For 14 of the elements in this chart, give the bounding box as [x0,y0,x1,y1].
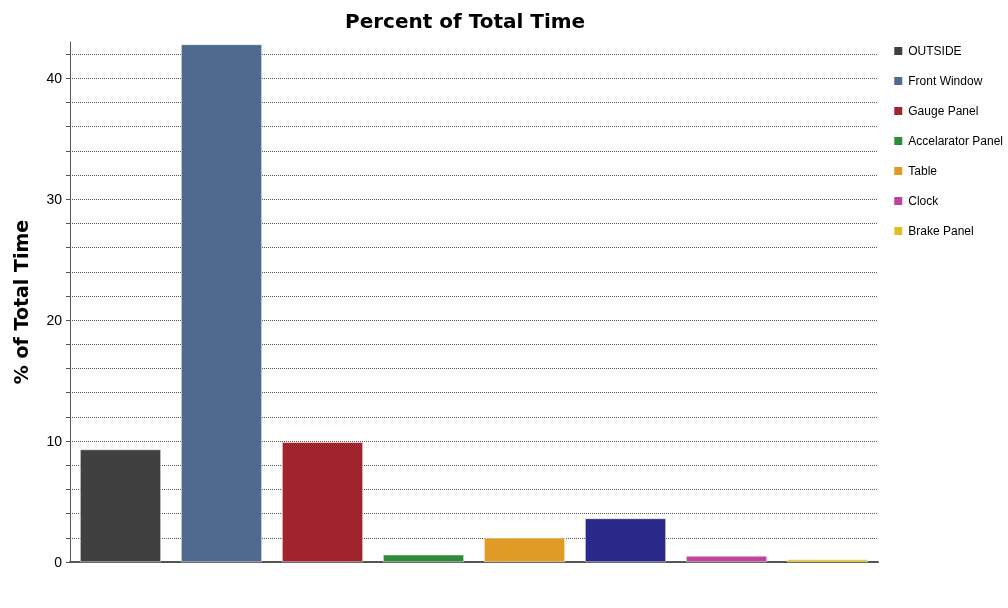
legend-label: Clock [908,194,940,208]
y-tick-label: 20 [46,312,63,329]
legend-label: Gauge Panel [908,104,979,118]
legend-label: Accelarator Panel [908,134,1003,148]
y-tick-label: 0 [54,554,63,570]
legend-label: Brake Panel [908,224,974,238]
legend-label: OUTSIDE [908,44,962,58]
legend-label: Front Window [908,74,983,88]
y-tick-label: 30 [46,191,63,208]
y-tick-label: 40 [46,70,63,87]
chart-title: Percent of Total Time [345,9,586,33]
y-axis-title: % of Total Time [9,219,32,385]
y-tick-label: 10 [46,433,63,450]
legend-label: Table [908,164,938,178]
